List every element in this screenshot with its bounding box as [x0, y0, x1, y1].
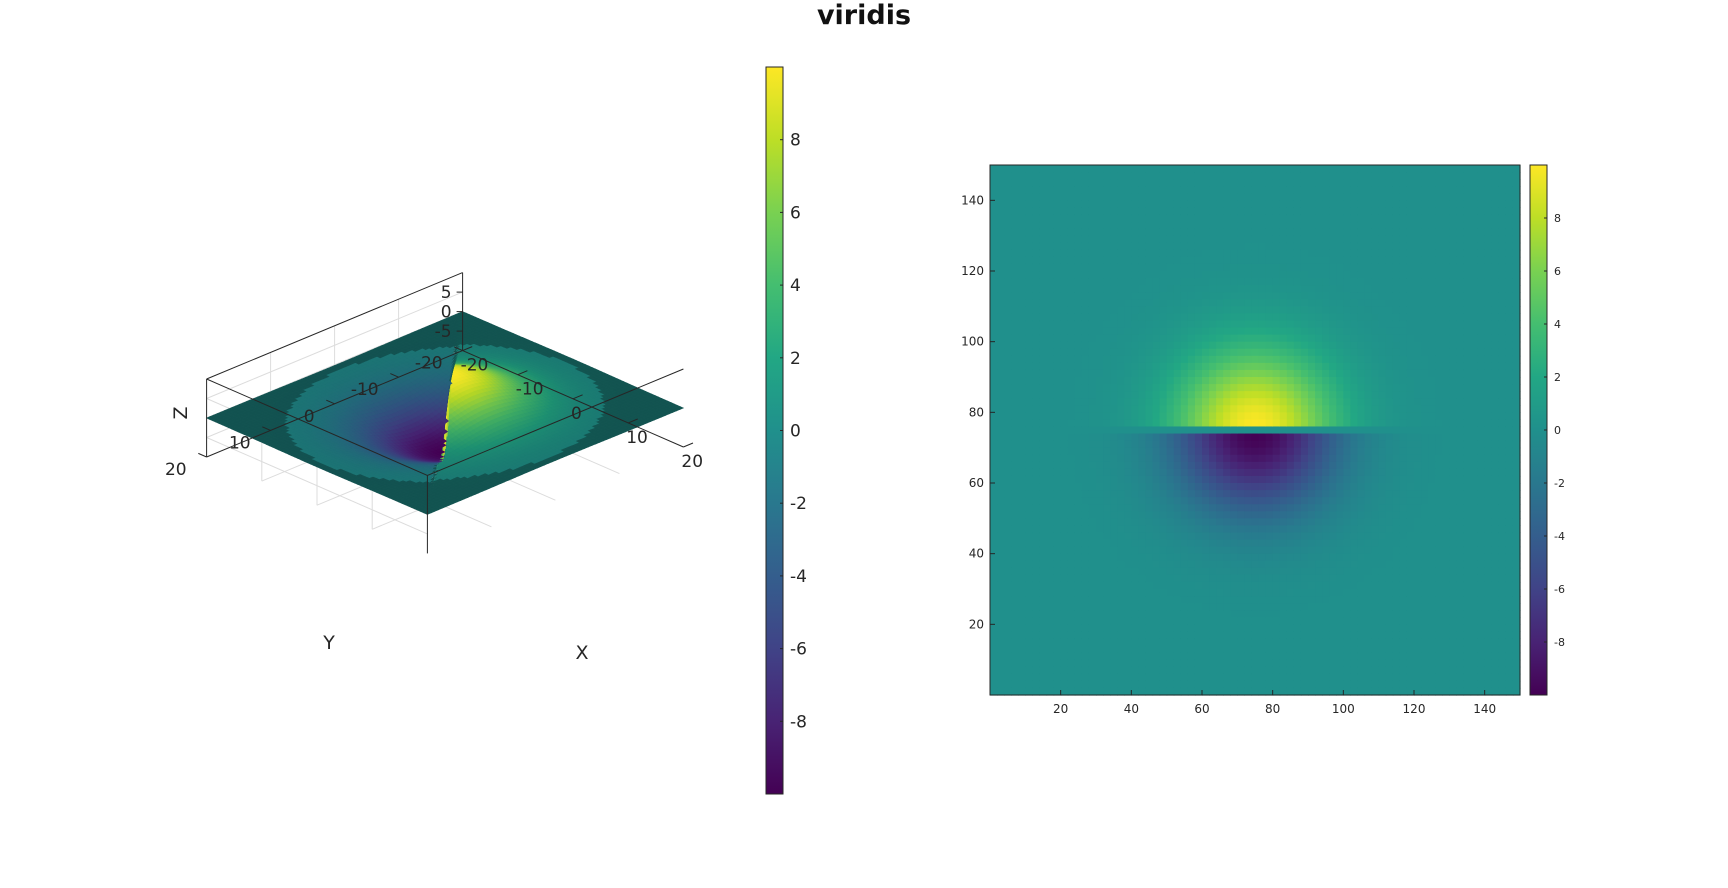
grid-line — [206, 291, 463, 399]
surface-mesh — [205, 311, 685, 515]
figure-title: viridis — [816, 0, 912, 31]
grid-line — [206, 437, 428, 535]
